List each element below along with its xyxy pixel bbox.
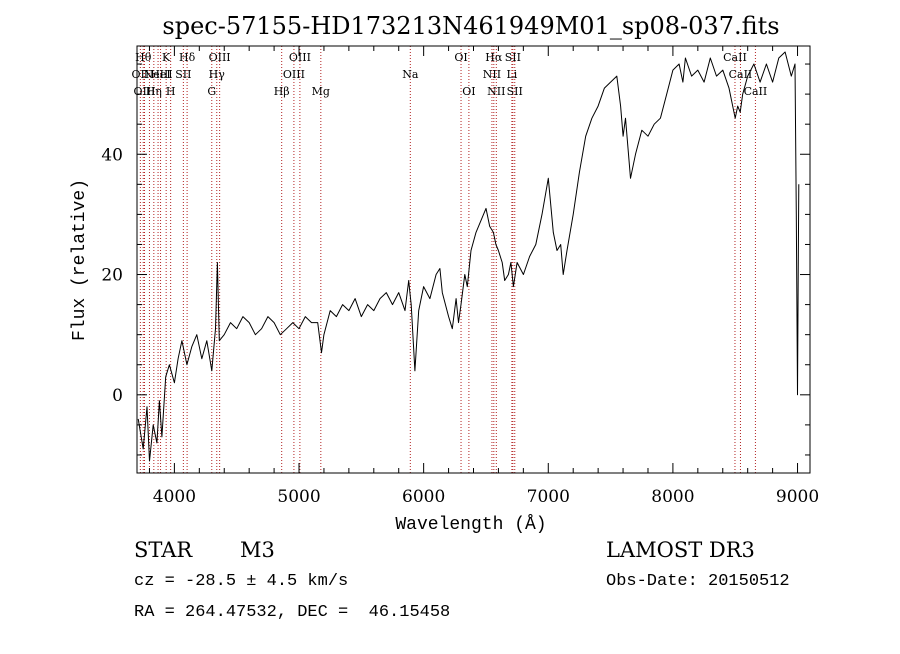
emission-line-labels: OIIHθOIIIHηNeIIIHeIKHSIIHδGHγOIIIHβOIIIO… [132,51,768,98]
spectral-subclass: M3 [240,538,275,562]
object-type: STAR [134,538,193,562]
emission-line-label: K [162,51,171,64]
emission-line-label: Na [402,68,419,81]
survey-name: LAMOST DR3 [606,538,755,562]
emission-line-label: Hβ [274,85,290,98]
emission-line-label: Hη [146,85,162,98]
x-tick-label: 9000 [776,487,819,507]
y-tick-label: 20 [101,266,123,286]
emission-line-label: OIII [289,51,311,64]
emission-line-label: OIII [209,51,231,64]
y-tick-label: 0 [112,386,123,406]
emission-line-label: SII [505,51,521,64]
emission-line-label: G [207,85,216,98]
emission-line-label: Hδ [179,51,196,64]
spectrum-line [137,51,800,462]
emission-line-label: Mg [312,85,330,98]
emission-line-label: OIII [283,68,305,81]
emission-line-label: Li [506,68,517,81]
emission-line-label: H [166,85,176,98]
emission-line-label: SII [507,85,523,98]
x-tick-label: 4000 [153,487,196,507]
emission-line-label: CaII [744,85,768,98]
emission-line-label: Hγ [209,68,226,81]
emission-line-markers [139,46,756,473]
emission-line-label: CaII [723,51,747,64]
x-tick-label: 7000 [527,487,570,507]
emission-line-label: NII [487,85,505,98]
x-tick-label: 5000 [277,487,320,507]
x-tick-label: 8000 [651,487,694,507]
plot-frame [136,45,811,474]
emission-line-label: NeIII [143,68,172,81]
emission-line-label: OII [132,68,150,81]
observation-date: Obs-Date: 20150512 [606,572,790,591]
chart-title: spec-57155-HD173213N461949M01_sp08-037.f… [162,12,779,40]
emission-line-label: Hθ [135,51,152,64]
y-axis-ticks: 0 20 40 [101,63,810,456]
x-tick-label: 6000 [402,487,445,507]
emission-line-label: OIII [133,85,155,98]
y-axis-label: Flux (relative) [70,179,90,341]
emission-line-label: Hα [485,51,503,64]
x-axis-ticks: 4000 5000 6000 7000 8000 9000 [148,46,819,507]
emission-line-label: OI [462,85,475,98]
redshift-velocity: cz = -28.5 ± 4.5 km/s [134,572,349,591]
emission-line-label: OI [454,51,467,64]
emission-line-label: NII [483,68,501,81]
coordinates: RA = 264.47532, DEC = 46.15458 [134,603,451,622]
emission-line-label: SII [175,68,191,81]
emission-line-label: HeI [150,68,170,81]
x-axis-label: Wavelength (Å) [395,514,546,535]
emission-line-label: CaII [729,68,753,81]
y-tick-label: 40 [101,145,123,165]
